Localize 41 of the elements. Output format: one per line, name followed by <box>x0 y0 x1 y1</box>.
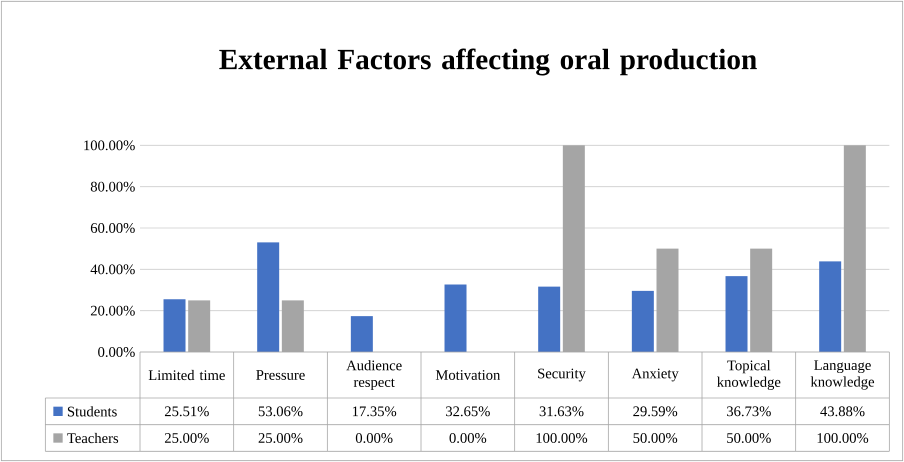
data-label: 43.88% <box>820 406 865 416</box>
data-label: 17.35% <box>352 406 396 416</box>
data-label: 32.65% <box>446 406 490 416</box>
bar <box>538 286 560 352</box>
y-tick-label: 40.00% <box>90 264 135 274</box>
y-tick-label: 80.00% <box>90 182 135 192</box>
data-label: 100.00% <box>818 433 868 443</box>
y-tick-label: 0.00% <box>98 347 135 357</box>
x-tick-label: Language knowledge <box>810 360 874 390</box>
data-label: 100.00% <box>536 433 588 443</box>
legend-label: Students <box>68 406 117 416</box>
bar <box>350 316 373 352</box>
bar <box>726 276 748 352</box>
chart-title: External Factors affecting oral production <box>219 48 757 76</box>
x-tick-label: Limited time <box>148 370 225 380</box>
x-tick-label: Pressure <box>256 370 305 380</box>
y-tick-label: 100.00% <box>84 140 135 150</box>
bar <box>819 261 842 352</box>
legend-label: Teachers <box>67 432 118 444</box>
data-label: 31.63% <box>540 406 584 416</box>
y-tick-label: 20.00% <box>90 306 135 316</box>
bar <box>164 299 186 352</box>
data-label: 36.73% <box>727 406 771 416</box>
x-tick-label: Security <box>538 368 586 382</box>
data-label: 53.06% <box>258 406 303 416</box>
bar <box>257 242 280 352</box>
data-label: 0.00% <box>356 433 393 443</box>
data-label: 25.51% <box>164 406 209 416</box>
x-tick-label: Topical knowledge <box>717 360 780 390</box>
data-label: 50.00% <box>634 433 678 443</box>
data-label: 25.00% <box>258 433 303 443</box>
data-label: 25.00% <box>164 433 209 443</box>
bar <box>632 290 654 352</box>
data-label: 0.00% <box>450 433 486 443</box>
bar <box>444 284 467 352</box>
data-label: 50.00% <box>727 433 771 443</box>
x-tick-label: Audience respect <box>346 360 402 390</box>
x-tick-label: Anxiety <box>632 368 679 382</box>
y-tick-label: 60.00% <box>90 223 135 233</box>
x-tick-label: Motivation <box>436 370 500 380</box>
data-label: 29.59% <box>633 406 678 416</box>
